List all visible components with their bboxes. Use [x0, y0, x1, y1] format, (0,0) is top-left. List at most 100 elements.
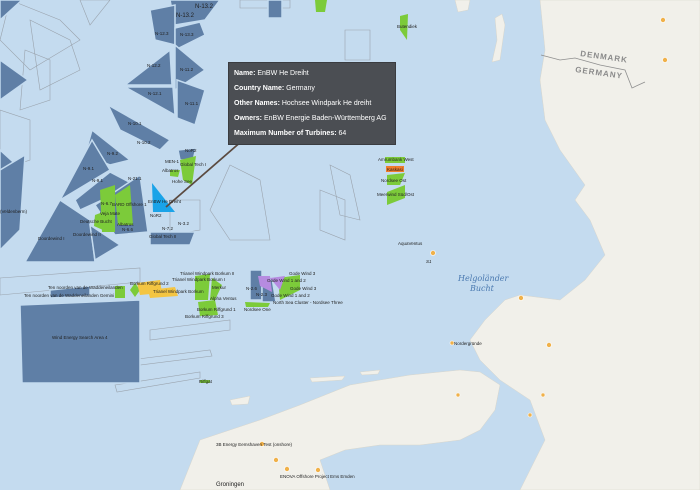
map-label: NoR2 — [185, 148, 197, 153]
sea-label-line2: Bucht — [469, 284, 495, 293]
map-label: N-9.2 — [107, 151, 119, 156]
map-label: Borkum Riffgrund 3 — [185, 314, 224, 319]
map-label: N-6.7 — [101, 201, 113, 206]
map-shape — [329, 164, 361, 221]
map-shape — [0, 267, 141, 296]
map-label: S1 — [426, 259, 432, 264]
map-shape — [129, 349, 213, 367]
map-label: Ten noorden van de Waddeneilanden — [48, 285, 123, 290]
land — [179, 0, 700, 490]
map-shape — [198, 300, 218, 316]
map-shape — [387, 185, 405, 205]
map-label: N-7.2 — [162, 226, 174, 231]
map-shape — [239, 0, 291, 9]
map-label: (Veldenberm) — [0, 209, 28, 214]
map-label: Global Tech I — [180, 162, 206, 167]
map-shape — [49, 285, 91, 299]
map-label: 3B Energy Eemshaven Test (onshore) — [216, 442, 292, 447]
area-outlines — [0, 0, 371, 393]
map-label: N-2.3 — [256, 292, 268, 297]
marker-dot — [540, 392, 546, 398]
map-label: Kaskasi — [387, 167, 403, 172]
map-label: Nordsee One — [244, 307, 271, 312]
map-label: N-3.2 — [178, 221, 190, 226]
tooltip-row-turbines: Maximum Number of Turbines: 64 — [234, 126, 390, 141]
map-label: Nordergründe — [454, 341, 482, 346]
map-shape — [149, 231, 197, 246]
map-label: Wind Energy Search Area 4 — [52, 335, 108, 340]
map-label: North Sea Cluster - Nordsee Three — [273, 300, 343, 305]
border-line — [540, 54, 646, 89]
map-label: Butendiek — [397, 24, 418, 29]
marker-dot — [430, 250, 436, 256]
map-shape — [309, 375, 346, 383]
map-shape — [270, 276, 285, 290]
map-label: Trianel Windpark Borkum — [153, 289, 204, 294]
map-label: Veja Mate — [100, 211, 121, 216]
map-shape — [278, 275, 300, 300]
map-label: Riffgat — [199, 379, 213, 384]
map-label: N-12.1 — [148, 91, 162, 96]
map-label: N-21.1 — [128, 176, 142, 181]
farm-labels: (Veldenberm) Doordewind I Doordewind II … — [0, 24, 482, 488]
map-shape — [174, 21, 206, 52]
sea-label-line1: Helgoländer — [457, 274, 510, 283]
map-shape — [174, 43, 207, 92]
map-label: N-11.1 — [185, 101, 199, 106]
wind-zones — [0, 0, 283, 384]
tooltip-row-country: Country Name: Germany — [234, 81, 390, 96]
tooltip-key: Country Name: — [234, 85, 285, 92]
map-label: Albatros — [117, 222, 134, 227]
map-label: Trianel Windpark Borkum I — [172, 277, 225, 282]
tooltip-key: Name: — [234, 70, 256, 77]
map-shape — [319, 189, 346, 241]
map-label: N-13.3 — [180, 32, 194, 37]
tooltip-value: EnBW He Dreiht — [257, 70, 309, 77]
map-shape — [114, 371, 201, 393]
map-label: N-10.2 — [137, 140, 151, 145]
tooltip-key: Owners: — [234, 115, 263, 122]
map-shape — [130, 283, 140, 297]
map-shape — [385, 157, 405, 163]
selected-farm-enbw-he-dreiht[interactable] — [152, 183, 175, 212]
map-shape — [267, 0, 283, 19]
tooltip-value: Germany — [286, 85, 315, 92]
map-label: Amrumbank West — [378, 157, 414, 162]
marker-dot — [284, 466, 290, 472]
map-shape — [106, 103, 172, 151]
tooltip-value: 64 — [338, 130, 347, 137]
map-label: NoR2 — [150, 213, 162, 218]
tooltip-value: Hochsee Windpark He dreiht — [281, 100, 372, 107]
map-label: N-13.2 — [195, 4, 214, 10]
map-shape — [0, 109, 31, 171]
map-shape — [79, 0, 111, 26]
map-shape — [19, 49, 51, 111]
tooltip-value: EnBW Energie Baden-Württemberg AG — [263, 115, 387, 122]
map-shape — [100, 185, 115, 232]
tooltip-row-other-names: Other Names: Hochsee Windpark He dreiht — [234, 96, 390, 111]
map-shape — [344, 29, 371, 61]
map-label: N-9.1 — [92, 178, 104, 183]
map-label: ENOVA Offshore Project Ems Emden — [280, 474, 355, 479]
map-shape — [94, 212, 103, 230]
map-label: Borkum Riffgrund 1 — [197, 307, 236, 312]
map-shape — [170, 170, 180, 177]
tooltip-key: Other Names: — [234, 100, 280, 107]
map-shape — [0, 153, 26, 252]
map-shape — [400, 14, 408, 40]
map-label: Gode Wind 1 and 2 — [267, 278, 306, 283]
marker-dot — [259, 441, 265, 447]
map-shape — [454, 0, 471, 13]
map-shape — [58, 138, 112, 203]
marker-dot — [455, 392, 461, 398]
map-label: Albatros — [162, 168, 179, 173]
map-shape — [0, 0, 81, 71]
map-label: N-13.2 — [176, 13, 195, 19]
map-shape — [176, 78, 206, 126]
map-shape — [491, 13, 506, 63]
tooltip-row-name: Name: EnBW He Dreiht — [234, 66, 390, 81]
map-shape — [469, 0, 700, 490]
map-shape — [115, 286, 125, 298]
map-label: Borkum Riffgrund 2 — [130, 281, 169, 286]
